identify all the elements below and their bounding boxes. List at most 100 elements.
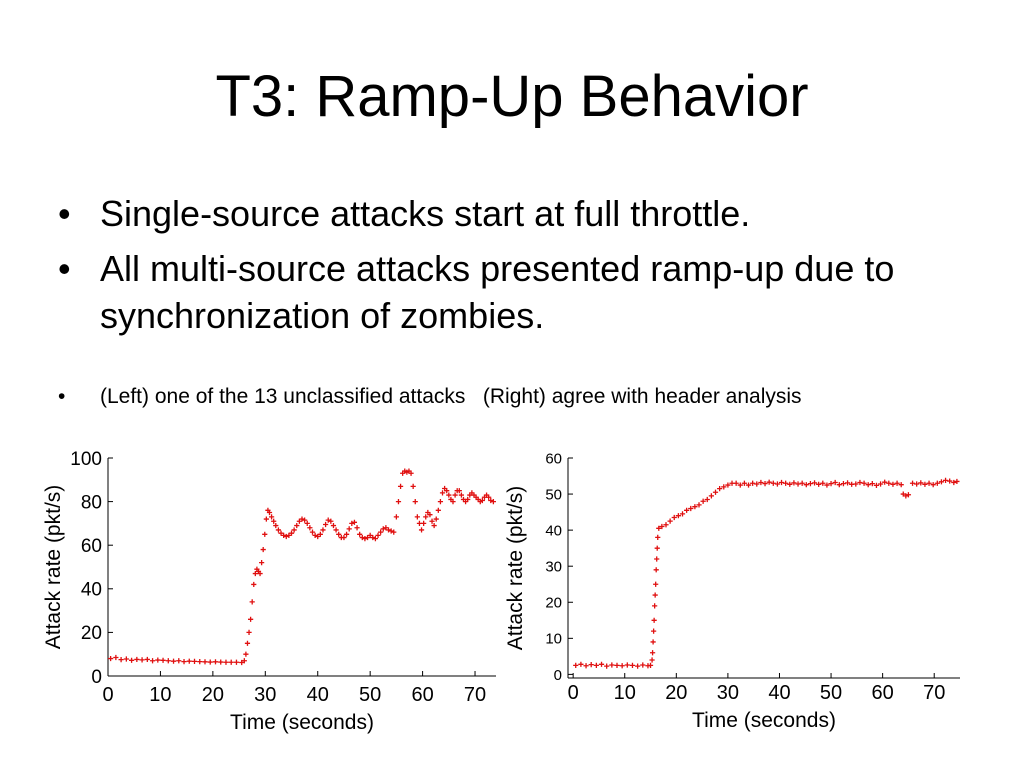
data-point — [383, 525, 389, 531]
data-point — [252, 570, 258, 577]
data-point — [364, 534, 371, 541]
data-point — [824, 482, 830, 488]
data-point — [170, 658, 177, 664]
data-point — [458, 492, 464, 498]
data-point — [241, 658, 247, 664]
data-point — [351, 519, 358, 525]
data-point — [191, 658, 198, 664]
data-point — [649, 650, 656, 656]
data-point — [479, 497, 485, 504]
data-point — [410, 483, 416, 489]
data-point — [654, 545, 660, 551]
data-point — [418, 527, 425, 533]
data-point — [212, 659, 219, 665]
data-point — [578, 661, 584, 667]
data-point — [248, 616, 254, 622]
data-point — [659, 523, 665, 530]
data-point — [359, 534, 365, 541]
data-point — [294, 522, 300, 529]
data-point — [218, 659, 224, 665]
data-point — [700, 498, 706, 504]
data-point — [370, 534, 376, 541]
data-point — [257, 570, 263, 577]
data-point — [288, 530, 295, 536]
y-tick-label: 20 — [81, 623, 102, 644]
data-point — [243, 651, 249, 657]
bullet-glyph: • — [58, 248, 71, 289]
data-point — [336, 531, 342, 537]
bullet-item: • All multi-source attacks presented ram… — [58, 245, 978, 339]
data-point — [456, 488, 462, 494]
x-tick-label: 60 — [872, 682, 894, 704]
data-point — [903, 493, 909, 499]
data-point — [783, 480, 789, 486]
data-point — [278, 530, 284, 536]
data-point — [397, 483, 404, 489]
data-point — [317, 531, 323, 537]
x-tick-label: 70 — [464, 684, 486, 706]
data-point — [423, 514, 429, 520]
data-point — [667, 518, 673, 524]
data-point — [357, 531, 363, 537]
data-point — [799, 480, 805, 486]
data-point — [412, 499, 418, 505]
data-point — [343, 531, 350, 537]
data-point — [766, 479, 772, 485]
data-point — [717, 486, 723, 492]
data-point — [704, 496, 710, 503]
data-point — [721, 484, 727, 490]
data-point — [836, 482, 842, 488]
data-point — [684, 507, 690, 513]
data-point — [894, 480, 900, 486]
data-point — [774, 481, 781, 487]
data-point — [619, 663, 625, 669]
data-point — [712, 489, 719, 495]
data-point — [653, 567, 659, 573]
x-tick-label: 0 — [568, 682, 579, 704]
data-point — [395, 499, 402, 505]
data-point — [444, 488, 450, 494]
data-point — [233, 659, 240, 665]
data-point — [378, 529, 384, 535]
y-tick-label: 40 — [81, 580, 102, 601]
data-point — [890, 481, 896, 487]
data-point — [873, 482, 880, 489]
data-point — [286, 532, 292, 538]
data-point — [914, 481, 920, 487]
data-point — [155, 657, 161, 663]
data-point — [393, 514, 399, 520]
y-tick-label: 0 — [91, 667, 102, 688]
data-point — [283, 533, 289, 540]
slide-title: T3: Ramp-Up Behavior — [215, 64, 809, 129]
data-point — [692, 504, 698, 510]
data-point — [435, 507, 441, 513]
data-point — [271, 518, 277, 524]
data-point — [828, 481, 834, 487]
data-point — [149, 658, 156, 664]
data-point — [954, 478, 960, 485]
data-point — [918, 480, 924, 486]
data-point — [281, 532, 287, 538]
data-point — [840, 481, 847, 487]
data-point — [427, 512, 433, 518]
data-point — [675, 513, 681, 519]
x-tick-label: 10 — [149, 684, 171, 706]
data-point — [725, 482, 731, 488]
data-point — [857, 479, 863, 486]
left-chart: 0 20 40 60 80 100 0 10 20 30 40 50 60 70 Time (seconds… — [42, 449, 496, 734]
data-point — [388, 528, 394, 534]
data-point — [861, 480, 867, 486]
x-tick-label: 20 — [665, 682, 687, 704]
data-point — [304, 520, 310, 526]
data-point — [354, 525, 360, 531]
data-point — [629, 662, 636, 668]
data-point — [869, 481, 875, 487]
y-tick-label: 60 — [545, 450, 562, 467]
data-point — [733, 480, 739, 486]
data-point — [244, 640, 251, 646]
y-axis-label: Attack rate (pkt/s) — [42, 485, 65, 650]
data-point — [421, 520, 427, 526]
data-point — [322, 521, 329, 528]
data-point — [134, 656, 140, 663]
data-point — [926, 480, 932, 486]
